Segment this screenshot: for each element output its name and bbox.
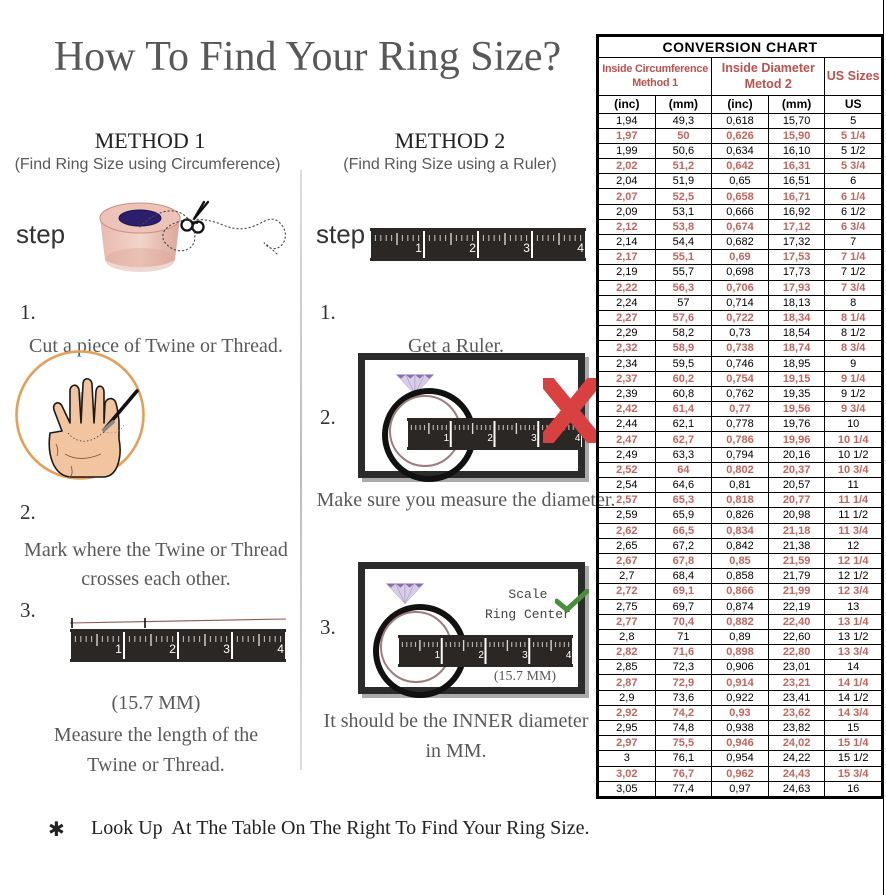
svg-text:2: 2 xyxy=(169,642,176,656)
svg-text:4: 4 xyxy=(566,650,572,661)
svg-text:3: 3 xyxy=(223,642,230,656)
svg-text:1: 1 xyxy=(415,241,422,255)
svg-text:3: 3 xyxy=(531,433,537,444)
svg-text:3: 3 xyxy=(523,241,530,255)
svg-text:1: 1 xyxy=(444,433,450,444)
svg-text:4: 4 xyxy=(277,642,284,656)
svg-text:2: 2 xyxy=(469,241,476,255)
svg-text:1: 1 xyxy=(115,642,122,656)
svg-text:1: 1 xyxy=(435,650,441,661)
svg-text:4: 4 xyxy=(577,241,584,255)
svg-text:2: 2 xyxy=(487,433,493,444)
svg-text:2: 2 xyxy=(478,650,484,661)
svg-text:3: 3 xyxy=(522,650,528,661)
